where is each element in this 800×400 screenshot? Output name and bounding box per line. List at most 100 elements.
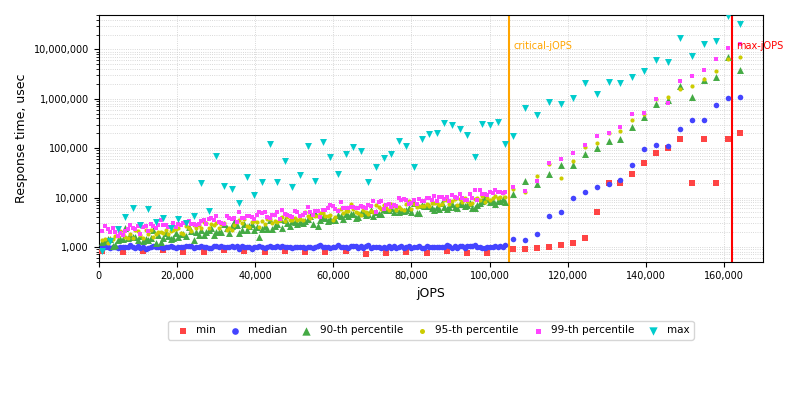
median bbox=[222, 243, 235, 250]
median bbox=[322, 244, 334, 250]
90-th percentile bbox=[370, 209, 382, 215]
95-th percentile bbox=[222, 224, 235, 231]
95-th percentile bbox=[344, 201, 357, 207]
95-th percentile bbox=[298, 208, 311, 215]
min bbox=[278, 248, 291, 254]
95-th percentile bbox=[476, 193, 489, 200]
95-th percentile bbox=[367, 209, 380, 216]
90-th percentile bbox=[246, 221, 258, 228]
median bbox=[274, 244, 286, 250]
95-th percentile bbox=[106, 236, 119, 242]
max bbox=[226, 186, 238, 192]
max bbox=[180, 220, 193, 226]
99-th percentile bbox=[486, 190, 499, 196]
90-th percentile bbox=[374, 210, 387, 217]
median bbox=[215, 243, 228, 249]
99-th percentile bbox=[302, 204, 314, 210]
median bbox=[98, 244, 111, 250]
90-th percentile bbox=[484, 199, 497, 205]
95-th percentile bbox=[420, 200, 433, 207]
median bbox=[378, 244, 390, 250]
90-th percentile bbox=[185, 228, 198, 234]
max bbox=[370, 164, 382, 170]
99-th percentile bbox=[205, 214, 218, 221]
99-th percentile bbox=[344, 204, 357, 210]
95-th percentile bbox=[463, 201, 476, 207]
90-th percentile bbox=[124, 233, 137, 240]
90-th percentile bbox=[263, 216, 276, 223]
median bbox=[430, 244, 443, 251]
95-th percentile bbox=[491, 195, 504, 202]
min bbox=[626, 171, 638, 177]
median bbox=[413, 243, 426, 249]
99-th percentile bbox=[200, 221, 213, 227]
90-th percentile bbox=[215, 229, 228, 236]
99-th percentile bbox=[402, 201, 415, 208]
90-th percentile bbox=[387, 208, 400, 215]
99-th percentile bbox=[228, 215, 241, 221]
95-th percentile bbox=[722, 56, 734, 63]
median bbox=[205, 245, 218, 251]
90-th percentile bbox=[478, 194, 491, 200]
95-th percentile bbox=[139, 227, 152, 233]
90-th percentile bbox=[458, 202, 471, 209]
95-th percentile bbox=[400, 200, 413, 207]
95-th percentile bbox=[450, 202, 463, 208]
95-th percentile bbox=[337, 210, 350, 216]
90-th percentile bbox=[650, 101, 662, 107]
median bbox=[111, 245, 124, 251]
median bbox=[674, 126, 686, 132]
90-th percentile bbox=[167, 234, 180, 241]
median bbox=[415, 245, 428, 251]
90-th percentile bbox=[250, 223, 263, 230]
90-th percentile bbox=[114, 236, 126, 242]
90-th percentile bbox=[122, 235, 134, 242]
99-th percentile bbox=[334, 198, 347, 205]
median bbox=[398, 245, 410, 251]
95-th percentile bbox=[454, 196, 466, 202]
99-th percentile bbox=[144, 221, 157, 228]
99-th percentile bbox=[187, 220, 200, 227]
median bbox=[306, 244, 319, 251]
median bbox=[195, 243, 208, 249]
median bbox=[387, 242, 400, 249]
90-th percentile bbox=[413, 210, 426, 216]
99-th percentile bbox=[174, 222, 187, 229]
median bbox=[498, 241, 511, 248]
max bbox=[104, 238, 117, 244]
95-th percentile bbox=[101, 240, 114, 246]
90-th percentile bbox=[443, 204, 456, 210]
90-th percentile bbox=[309, 210, 322, 216]
99-th percentile bbox=[398, 196, 410, 202]
99-th percentile bbox=[119, 228, 132, 234]
90-th percentile bbox=[367, 212, 380, 219]
90-th percentile bbox=[180, 233, 193, 239]
90-th percentile bbox=[306, 221, 319, 228]
max bbox=[498, 140, 511, 147]
median bbox=[395, 243, 408, 249]
max bbox=[590, 90, 603, 97]
median bbox=[137, 244, 150, 250]
90-th percentile bbox=[352, 214, 365, 220]
99-th percentile bbox=[314, 214, 326, 220]
95-th percentile bbox=[324, 212, 337, 218]
99-th percentile bbox=[253, 208, 266, 215]
95-th percentile bbox=[266, 219, 278, 226]
99-th percentile bbox=[192, 220, 205, 227]
95-th percentile bbox=[261, 216, 274, 222]
90-th percentile bbox=[456, 200, 469, 207]
95-th percentile bbox=[357, 207, 370, 213]
median bbox=[458, 244, 471, 251]
median bbox=[104, 245, 117, 251]
90-th percentile bbox=[202, 227, 215, 233]
median bbox=[294, 244, 306, 250]
95-th percentile bbox=[370, 202, 382, 208]
99-th percentile bbox=[207, 217, 220, 223]
95-th percentile bbox=[248, 218, 261, 224]
99-th percentile bbox=[329, 206, 342, 213]
median bbox=[248, 244, 261, 250]
90-th percentile bbox=[170, 230, 182, 236]
Text: max-jOPS: max-jOPS bbox=[736, 41, 783, 51]
max bbox=[415, 136, 428, 143]
median bbox=[393, 244, 406, 250]
